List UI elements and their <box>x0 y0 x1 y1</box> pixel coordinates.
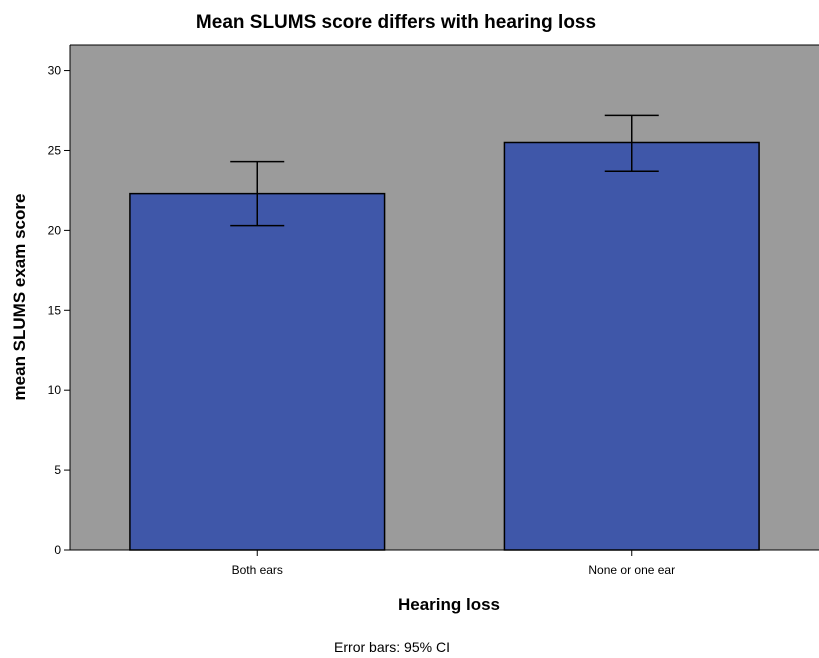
y-tick-label: 5 <box>54 463 61 477</box>
y-tick-label: 15 <box>48 303 62 317</box>
error-bar-1 <box>230 160 285 227</box>
x-tick-label: None or one ear <box>588 563 675 577</box>
bar-1 <box>129 192 386 551</box>
bar-2 <box>503 141 760 551</box>
y-axis-label: mean SLUMS exam score <box>10 194 29 401</box>
y-tick-label: 30 <box>48 64 62 78</box>
error-bars-note: Error bars: 95% CI <box>334 639 450 655</box>
chart-title: Mean SLUMS score differs with hearing lo… <box>196 12 596 33</box>
x-tick-label: Both ears <box>232 563 283 577</box>
y-tick-label: 0 <box>54 543 61 557</box>
y-tick-label: 20 <box>48 223 62 237</box>
error-bar-2 <box>604 114 659 172</box>
x-axis-label: Hearing loss <box>398 595 500 614</box>
y-tick-label: 10 <box>48 383 62 397</box>
y-tick-label: 25 <box>48 143 62 157</box>
